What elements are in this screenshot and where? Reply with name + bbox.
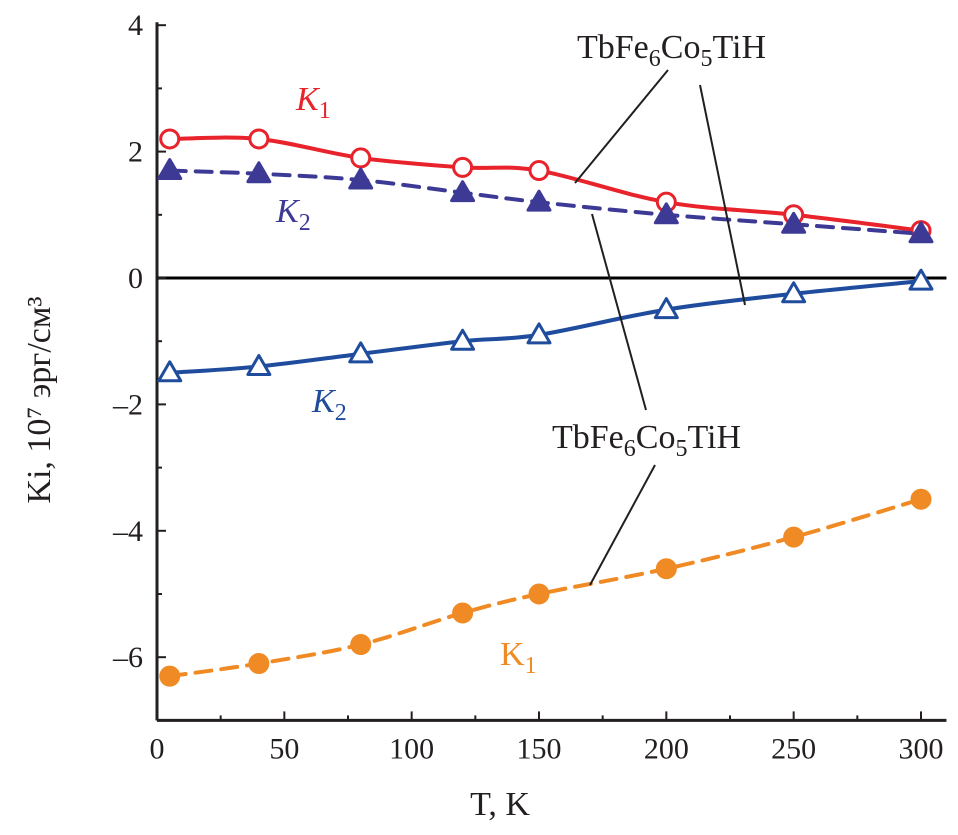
data-point [159,128,181,150]
x-tick-label: 50 [269,732,299,765]
data-point [246,353,272,376]
series-K2 [157,268,934,383]
series-label: K2 [311,383,347,426]
leader-line [699,84,746,306]
annotation-label: TbFe6Co5TiH [577,29,766,72]
data-point [248,128,270,150]
leader-lines [574,69,746,586]
data-point [526,189,552,212]
series-label: K1 [295,81,331,124]
data-point [526,322,552,345]
data-point [781,281,807,304]
data-point [157,360,183,383]
data-point [450,328,476,351]
data-point [452,602,474,624]
plot-area [157,128,934,687]
data-point [910,488,932,510]
y-tick-label: 0 [128,262,143,295]
data-point [655,558,677,580]
x-tick-label: 250 [771,732,816,765]
data-point [248,653,270,675]
data-point [653,297,679,320]
x-axis-label: T, K [470,786,530,823]
y-axis-label: Ki, 10⁷ эрг/см³ [21,296,58,503]
series-line [167,279,923,375]
data-point [348,341,374,364]
leader-line [589,464,656,586]
series-K1 [159,488,932,687]
leader-line [591,213,647,411]
axes: 0 50 100 150 200 250 300 –6 –4 –2 0 2 4 [112,9,947,765]
annotation-label: TbFe6Co5TiH [552,419,741,462]
y-tick-label: –4 [112,515,143,548]
data-point [452,156,474,178]
series-label: K1 [500,636,537,679]
data-point [246,161,272,184]
leader-line [574,69,669,184]
data-point [781,211,807,234]
x-tick-label: 100 [389,732,434,765]
y-tick-label: 2 [128,136,143,169]
data-point [783,526,805,548]
x-tick-label: 300 [899,732,944,765]
y-tick-label: –2 [112,388,143,421]
data-point [908,268,934,291]
data-point [157,158,183,181]
data-point [450,180,476,203]
series-label: K2 [275,193,311,236]
data-point [159,665,181,687]
data-point [653,202,679,225]
data-point [908,221,934,244]
x-tick-label: 200 [644,732,689,765]
data-point [350,147,372,169]
series-K2 [157,158,934,244]
data-point [528,160,550,182]
data-point [348,167,374,190]
x-tick-label: 0 [150,732,165,765]
data-point [350,634,372,656]
x-tick-label: 150 [517,732,562,765]
y-tick-label: 4 [128,9,143,42]
data-point [528,583,550,605]
y-tick-label: –6 [112,641,143,674]
